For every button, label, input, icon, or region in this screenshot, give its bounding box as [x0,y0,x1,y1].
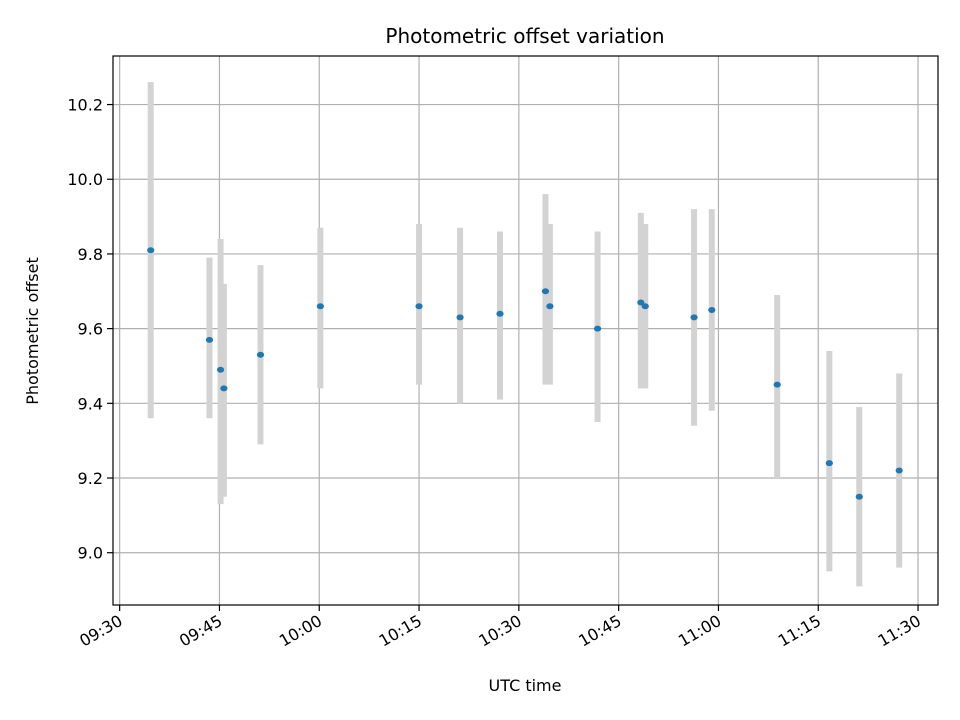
data-points [147,247,903,500]
y-tick-label: 9.2 [78,469,103,488]
data-point [456,314,464,321]
data-point [641,303,649,310]
y-tick-label: 9.4 [78,394,103,413]
chart-title: Photometric offset variation [385,24,664,48]
y-tick-label: 9.8 [78,245,103,264]
data-point [637,299,645,306]
y-axis-label: Photometric offset [23,257,42,405]
data-point [256,351,265,358]
data-point [895,467,903,474]
data-point [708,306,716,313]
data-point [216,366,225,373]
data-point [773,381,781,388]
y-tick-label: 9.0 [78,544,103,563]
data-point [546,303,554,310]
y-tick-label: 10.2 [67,96,103,115]
data-point [205,336,214,343]
grid-lines [113,56,938,605]
data-point [825,460,833,467]
data-point [496,310,504,317]
data-point [220,385,228,392]
x-axis-label: UTC time [489,676,562,695]
data-point [690,314,698,321]
data-point [316,303,324,310]
data-point [855,493,863,500]
y-axis-ticks: 9.0 9.2 9.4 9.6 9.8 10.0 10.2 [67,96,113,563]
y-tick-label: 10.0 [67,170,103,189]
plot-frame [112,55,939,606]
data-point [593,325,602,332]
data-point [541,288,550,295]
y-tick-label: 9.6 [78,320,103,339]
data-point [147,247,155,254]
data-point [415,303,423,310]
